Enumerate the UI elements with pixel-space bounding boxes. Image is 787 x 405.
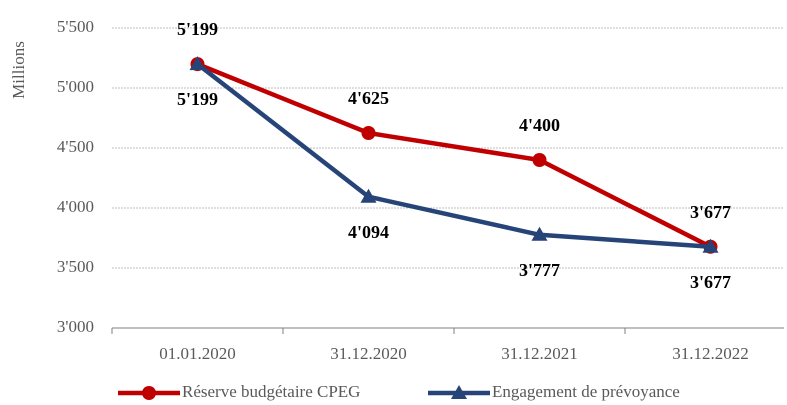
y-tick-label: 5'000 xyxy=(57,77,94,96)
point xyxy=(702,238,719,253)
data-label: 5'199 xyxy=(177,19,218,39)
data-label: 4'625 xyxy=(348,88,389,108)
x-tick-label: 01.01.2020 xyxy=(159,344,236,363)
point xyxy=(189,56,206,71)
data-label: 3'777 xyxy=(519,260,560,280)
point xyxy=(360,188,377,203)
legend-label: Engagement de prévoyance xyxy=(492,382,680,401)
x-tick-label: 31.12.2022 xyxy=(672,344,749,363)
point xyxy=(361,126,376,140)
legend-marker xyxy=(142,386,156,400)
legend-marker xyxy=(451,385,467,399)
y-tick-label: 3'500 xyxy=(57,257,94,276)
y-tick-label: 4'500 xyxy=(57,137,94,156)
series-line xyxy=(196,62,711,250)
data-label: 3'677 xyxy=(690,202,731,222)
y-tick-label: 3'000 xyxy=(57,317,94,336)
series-line xyxy=(196,62,712,249)
data-label: 3'677 xyxy=(690,272,731,292)
legend-label: Réserve budgétaire CPEG xyxy=(182,382,360,401)
data-label: 4'094 xyxy=(348,222,389,242)
x-tick-label: 31.12.2020 xyxy=(330,344,407,363)
x-tick-label: 31.12.2021 xyxy=(501,344,578,363)
y-axis-label: Millions xyxy=(9,41,28,99)
y-tick-label: 5'500 xyxy=(57,17,94,36)
data-label: 4'400 xyxy=(519,115,560,135)
y-tick-label: 4'000 xyxy=(57,197,94,216)
point xyxy=(531,226,548,241)
point xyxy=(532,153,547,167)
data-label: 5'199 xyxy=(177,89,218,109)
